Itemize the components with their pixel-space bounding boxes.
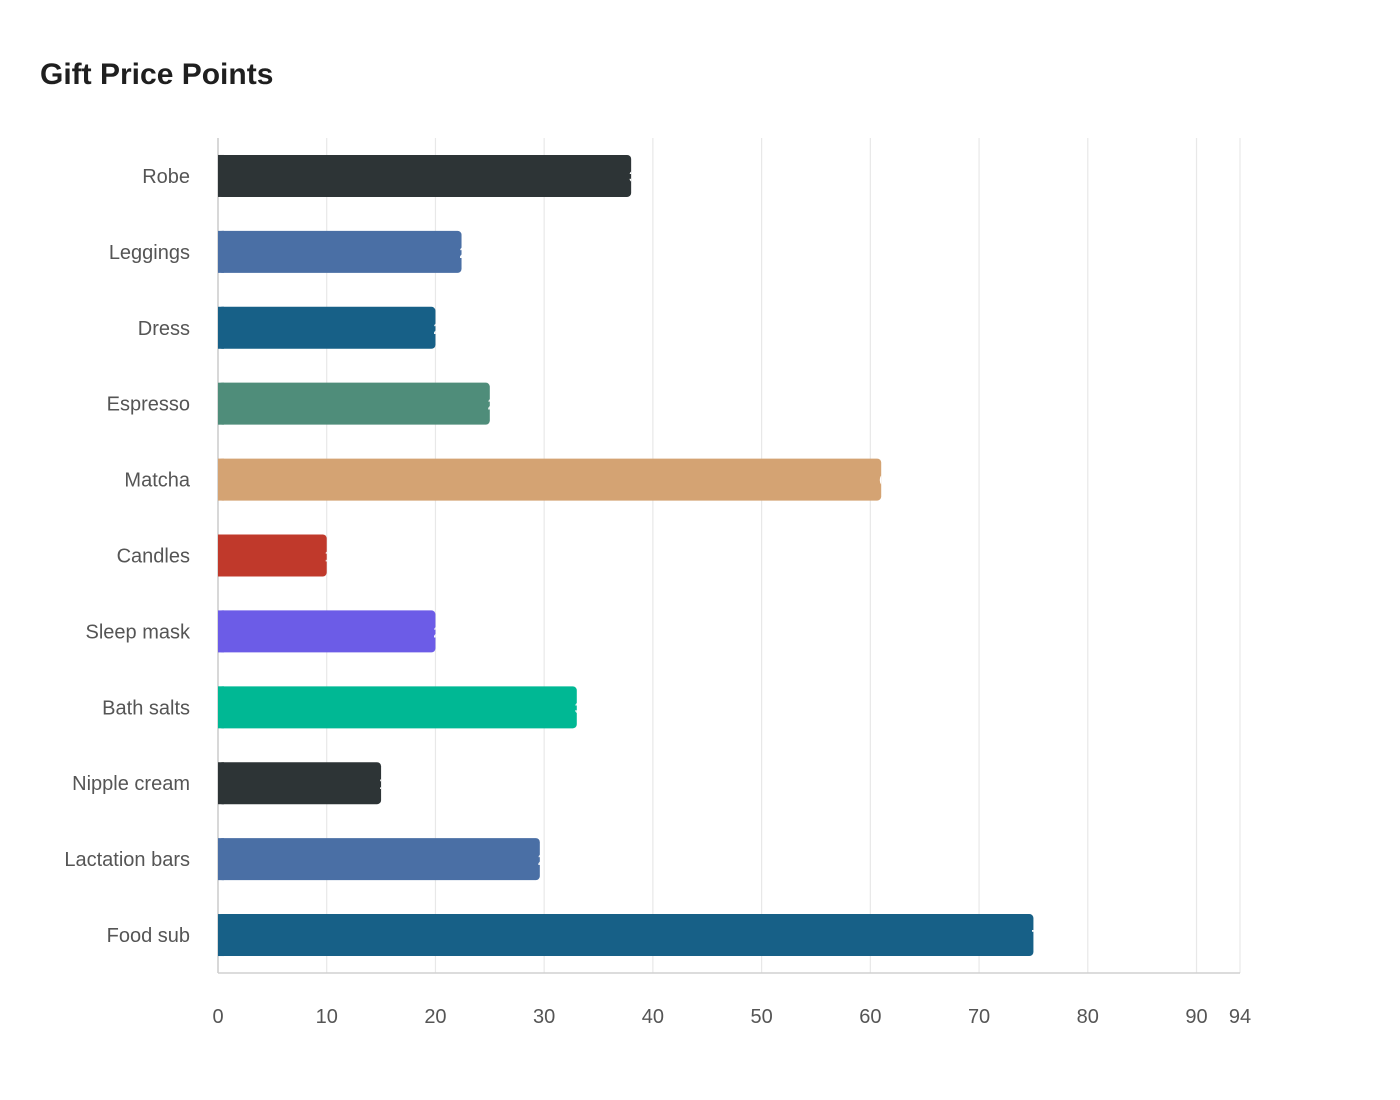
- bar-robe: [218, 154, 632, 197]
- category-label: Leggings: [109, 242, 190, 264]
- chart-title: Gift Price Points: [40, 58, 274, 91]
- x-tick-label: 40: [642, 1006, 664, 1028]
- grid-lines: [326, 138, 1241, 973]
- bar-edge: [218, 382, 224, 425]
- value-label: 38: [629, 169, 647, 186]
- bar-sleep-mask: [218, 610, 436, 653]
- bar-candles: [218, 534, 327, 577]
- x-tick-label: 80: [1077, 1006, 1099, 1028]
- x-tick-label: 60: [859, 1006, 881, 1028]
- value-label: 22.4: [460, 245, 491, 262]
- value-label: 20: [433, 624, 451, 641]
- value-label: 25: [488, 397, 506, 414]
- bar-nipple-cream: [218, 762, 382, 805]
- x-tick-label: 10: [316, 1006, 338, 1028]
- x-tick-label: 20: [424, 1006, 446, 1028]
- category-label: Bath salts: [102, 697, 190, 719]
- value-label: 15: [379, 776, 397, 793]
- bar-leggings: [218, 230, 462, 273]
- labels: Robe 38 Leggings 22.4 Dress 20 Espresso 25 Match…: [64, 166, 1049, 947]
- category-label: Nipple cream: [72, 773, 190, 795]
- value-label: 10: [325, 549, 343, 566]
- category-label: Lactation bars: [64, 849, 190, 871]
- bar-edge: [218, 534, 224, 577]
- bar-espresso: [218, 382, 490, 425]
- category-label: Espresso: [107, 394, 190, 416]
- value-label: 20: [433, 321, 451, 338]
- x-tick-label: 90: [1185, 1006, 1207, 1028]
- bar-edge: [218, 306, 224, 349]
- bar-edge: [218, 914, 224, 957]
- category-label: Matcha: [124, 470, 190, 492]
- bar-edge: [218, 686, 224, 729]
- bar-edge: [218, 230, 224, 273]
- value-label: 33: [575, 700, 593, 717]
- x-tick-label: 30: [533, 1006, 555, 1028]
- x-tick-label: 70: [968, 1006, 990, 1028]
- value-label: 61: [879, 473, 897, 490]
- bar-edge: [218, 838, 224, 881]
- bar-edge: [218, 762, 224, 805]
- category-label: Robe: [142, 166, 190, 188]
- bar-food-sub: [218, 914, 1034, 957]
- x-tick-label: 94: [1229, 1006, 1251, 1028]
- x-tick-label: 0: [212, 1006, 223, 1028]
- bar-bath-salts: [218, 686, 577, 729]
- category-label: Candles: [117, 546, 190, 568]
- bar-edge: [218, 458, 224, 501]
- category-label: Dress: [138, 318, 190, 340]
- category-label: Food sub: [107, 925, 190, 947]
- value-label: 75: [1031, 928, 1049, 945]
- bars: [218, 154, 1034, 957]
- category-label: Sleep mask: [86, 621, 191, 643]
- bar-dress: [218, 306, 436, 349]
- bar-edge: [218, 610, 224, 653]
- x-tick-label: 50: [750, 1006, 772, 1028]
- value-label: 29.6: [538, 852, 569, 869]
- bar-lactation-bars: [218, 838, 540, 881]
- bar-matcha: [218, 458, 882, 501]
- bar-edge: [218, 154, 224, 197]
